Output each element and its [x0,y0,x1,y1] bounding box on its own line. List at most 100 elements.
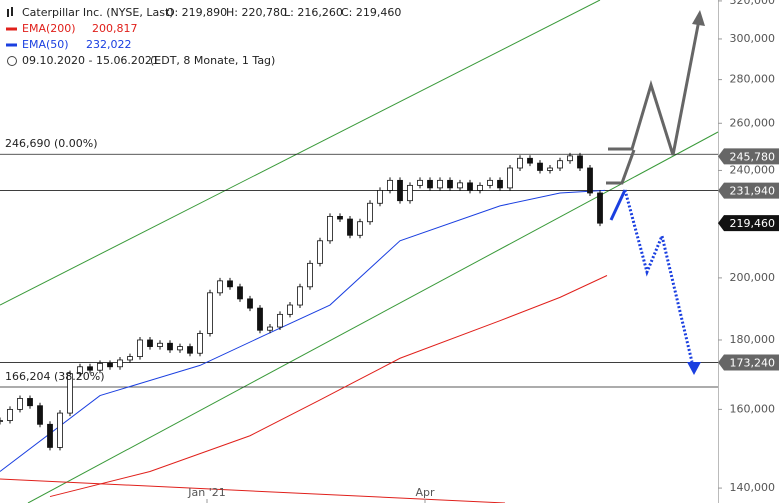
legend-ohlc: O: 219,890 [166,6,227,19]
x-tick-label: Jan '21 [187,486,225,499]
y-tick-label: 260,000 [730,116,776,129]
trend-line-red [0,478,506,503]
candle [357,221,363,236]
ema-line [49,275,608,498]
candle [117,359,123,368]
y-tick-label: 280,000 [730,73,776,86]
candle [387,179,393,191]
scenario-arrow-down [609,189,627,221]
candle [587,167,593,194]
candle [577,155,583,169]
candle [167,342,173,351]
candle [407,184,413,202]
candle [257,307,263,331]
arrow-head [687,362,701,375]
candle-icon [7,9,9,17]
candle [207,292,213,334]
price-label: 231,940 [730,185,776,198]
candle [267,326,273,331]
candle [337,215,343,220]
legend-period-note: (EDT, 8 Monate, 1 Tag) [150,54,275,67]
candle [107,362,113,368]
level-label: 166,204 (38.20%) [5,370,105,383]
legend-value: 200,817 [92,22,138,35]
legend-period: 09.10.2020 - 15.06.2021 [22,54,159,67]
candle [137,339,143,357]
scenario-arrow-down [623,189,694,363]
candle [97,362,103,371]
y-tick-label: 320,000 [730,0,776,7]
y-tick-label: 140,000 [730,481,776,494]
price-label: 173,240 [730,357,776,370]
y-tick-label: 240,000 [730,163,776,176]
candle [517,157,523,169]
candle [467,182,473,191]
candle [237,286,243,300]
y-tick-label: 160,000 [730,402,776,415]
price-label-box [718,148,779,165]
ema-line [0,189,606,472]
legend-ohlc: C: 219,460 [341,6,401,19]
candle [507,167,513,189]
candle [77,366,83,375]
candle [277,313,283,328]
candle [87,366,93,371]
candle [297,286,303,306]
legend-ohlc: H: 220,780 [226,6,287,19]
candle-icon [11,7,13,16]
candle [327,215,333,242]
price-label-box [718,182,779,199]
candle [367,202,373,223]
candle [157,342,163,347]
candle [217,280,223,294]
y-tick-label: 300,000 [730,32,776,45]
candle [457,182,463,189]
candle [537,162,543,171]
candle [497,179,503,189]
candle [547,167,553,171]
candle [417,179,423,186]
candle [47,423,53,448]
legend-ohlc: L: 216,260 [284,6,343,19]
legend-label: EMA(50) [22,38,69,51]
y-tick-label: 180,000 [730,333,776,346]
candle [527,157,533,164]
candle [287,304,293,315]
candle [147,339,153,347]
scenario-arrow-up [606,149,636,185]
candle [597,192,603,224]
candle [127,356,133,361]
trend-channel-upper [0,0,601,306]
candle [427,179,433,189]
legend-title: Caterpillar Inc. (NYSE, Last) [22,6,174,19]
legend-label: EMA(200) [22,22,76,35]
candle [57,412,63,448]
price-label: 219,460 [730,217,776,230]
trend-channel-lower [27,131,719,503]
candle [37,405,43,425]
candle [67,373,73,414]
y-tick-label: 200,000 [730,271,776,284]
candle [17,398,23,410]
legend-value: 232,022 [86,38,132,51]
clock-icon [7,56,17,66]
candle [197,333,203,354]
legend: Caterpillar Inc. (NYSE, Last) O: 219,890… [7,6,401,67]
candle [27,398,33,407]
price-label-box [718,215,779,232]
candle [247,298,253,309]
price-label: 245,780 [730,150,776,163]
level-label: 246,690 (0.00%) [5,137,98,150]
candle [377,190,383,204]
scenario-arrow-up [608,19,701,156]
candle [557,160,563,169]
candle [567,155,573,162]
arrow-head [692,10,705,26]
candle [307,262,313,288]
candle [7,408,13,421]
x-tick-label: Apr [415,486,435,499]
candle [397,179,403,202]
candle [447,179,453,189]
candle [187,346,193,354]
